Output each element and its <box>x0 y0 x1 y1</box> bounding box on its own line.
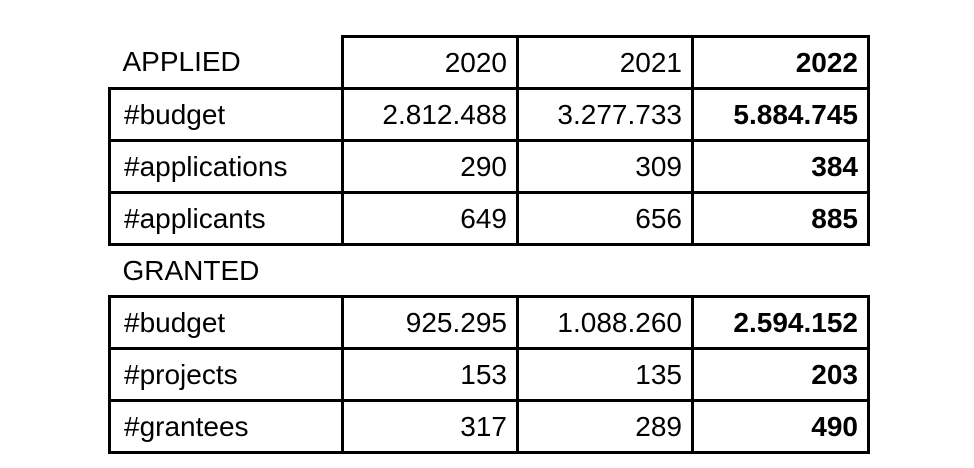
value-cell: 203 <box>691 347 870 402</box>
value-cell: 1.088.260 <box>516 295 694 350</box>
table-row: #applications 290 309 384 <box>108 139 870 194</box>
col-header-2020: 2020 <box>341 35 519 90</box>
empty-cell <box>518 245 693 297</box>
col-header-2022: 2022 <box>691 35 870 90</box>
applied-header-row: APPLIED 2020 2021 2022 <box>110 35 870 90</box>
row-label-granted-projects: #projects <box>108 347 344 402</box>
value-cell: 3.277.733 <box>516 87 694 142</box>
table-row: #budget 2.812.488 3.277.733 5.884.745 <box>108 87 870 142</box>
section-label-granted: GRANTED <box>122 255 260 286</box>
table-row: #budget 925.295 1.088.260 2.594.152 <box>108 295 870 350</box>
value-cell: 649 <box>341 191 519 246</box>
empty-cell <box>343 245 518 297</box>
row-label-applied-budget: #budget <box>108 87 344 142</box>
value-cell: 290 <box>341 139 519 194</box>
value-cell: 309 <box>516 139 694 194</box>
row-label-applied-applicants: #applicants <box>108 191 344 246</box>
value-cell: 885 <box>691 191 870 246</box>
value-cell: 317 <box>341 399 519 454</box>
table-row: #grantees 317 289 490 <box>108 399 870 454</box>
value-cell: 384 <box>691 139 870 194</box>
value-cell: 135 <box>516 347 694 402</box>
value-cell: 925.295 <box>341 295 519 350</box>
value-cell: 490 <box>691 399 870 454</box>
value-cell: 153 <box>341 347 519 402</box>
section-label-applied: APPLIED <box>122 46 241 78</box>
col-header-2021: 2021 <box>516 35 694 90</box>
row-label-applied-applications: #applications <box>108 139 344 194</box>
value-cell: 2.812.488 <box>341 87 519 142</box>
applied-granted-table: APPLIED 2020 2021 2022 #budget 2.812.488… <box>108 35 870 454</box>
table-row: #applicants 649 656 885 <box>108 191 870 246</box>
value-cell: 656 <box>516 191 694 246</box>
value-cell: 289 <box>516 399 694 454</box>
granted-header-row: GRANTED <box>110 245 869 297</box>
row-label-granted-budget: #budget <box>108 295 344 350</box>
empty-cell <box>693 245 869 297</box>
table-row: #projects 153 135 203 <box>108 347 870 402</box>
value-cell: 2.594.152 <box>691 295 870 350</box>
row-label-granted-grantees: #grantees <box>108 399 344 454</box>
applied-granted-table-container: APPLIED 2020 2021 2022 #budget 2.812.488… <box>108 35 870 454</box>
value-cell: 5.884.745 <box>691 87 870 142</box>
